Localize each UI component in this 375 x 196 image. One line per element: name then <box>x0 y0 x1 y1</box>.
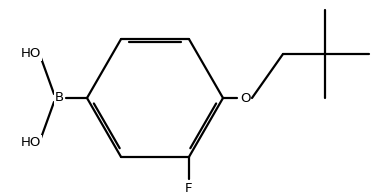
Text: O: O <box>240 92 250 104</box>
Text: B: B <box>54 92 63 104</box>
Text: HO: HO <box>21 135 41 149</box>
Text: F: F <box>185 182 193 195</box>
Text: HO: HO <box>21 47 41 61</box>
